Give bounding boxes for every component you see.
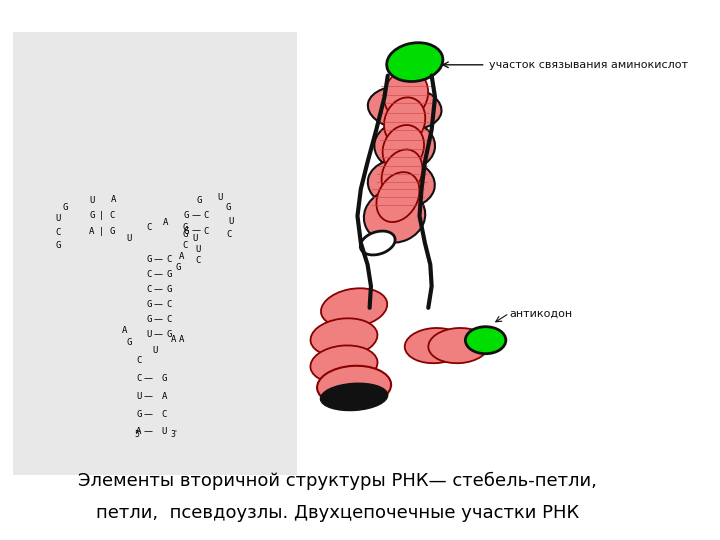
Text: G: G (162, 374, 167, 383)
Text: —: — (154, 330, 163, 339)
Text: C: C (136, 356, 142, 365)
Text: A: A (179, 335, 184, 344)
Text: U: U (55, 214, 60, 223)
Text: U: U (89, 197, 94, 205)
Ellipse shape (364, 189, 426, 243)
Text: G: G (146, 300, 152, 309)
Ellipse shape (387, 43, 443, 82)
Text: C: C (146, 224, 152, 232)
Text: C: C (162, 410, 167, 418)
Text: G: G (226, 204, 231, 212)
FancyBboxPatch shape (14, 32, 297, 475)
Text: —: — (191, 227, 200, 235)
Text: C: C (166, 315, 172, 324)
Text: A: A (179, 252, 184, 261)
Text: G: G (197, 197, 202, 205)
Text: |: | (99, 227, 103, 235)
Text: U: U (228, 217, 233, 226)
Text: G: G (146, 315, 152, 324)
Text: Элементы вторичной структуры РНК— стебель-петли,: Элементы вторичной структуры РНК— стебел… (78, 471, 597, 490)
Text: G: G (146, 255, 152, 264)
Text: C: C (146, 285, 152, 294)
Ellipse shape (368, 86, 441, 130)
Text: C: C (166, 255, 172, 264)
Text: —: — (154, 300, 163, 309)
Text: A: A (162, 392, 167, 401)
Text: —: — (154, 315, 163, 324)
Text: C: C (109, 212, 114, 220)
Text: —: — (154, 270, 163, 279)
Text: G: G (184, 227, 189, 235)
Text: U: U (196, 245, 201, 254)
Text: C: C (55, 228, 60, 237)
Text: C: C (204, 227, 209, 235)
Text: G: G (62, 204, 68, 212)
Text: C: C (226, 231, 231, 239)
Ellipse shape (320, 383, 387, 410)
Text: G: G (136, 410, 142, 418)
Text: 3': 3' (171, 430, 178, 439)
Ellipse shape (360, 231, 395, 255)
Text: —: — (144, 410, 153, 418)
Text: A: A (122, 326, 127, 335)
Ellipse shape (317, 366, 391, 407)
Text: C: C (182, 241, 187, 250)
Text: G: G (184, 212, 189, 220)
Text: G: G (182, 231, 187, 239)
Ellipse shape (382, 150, 423, 198)
Text: C: C (146, 270, 152, 279)
Ellipse shape (428, 328, 489, 363)
Text: G: G (166, 285, 172, 294)
Text: A: A (171, 335, 176, 344)
Text: G: G (109, 227, 114, 235)
Ellipse shape (310, 346, 377, 383)
Text: G: G (166, 270, 172, 279)
Text: G: G (89, 212, 94, 220)
Text: C: C (136, 374, 142, 383)
Text: —: — (144, 392, 153, 401)
Text: G: G (176, 263, 181, 272)
Text: A: A (163, 218, 168, 227)
Text: C: C (204, 212, 209, 220)
Ellipse shape (465, 327, 506, 354)
Text: участок связывания аминокислот: участок связывания аминокислот (489, 60, 688, 70)
Ellipse shape (368, 159, 435, 208)
Text: A: A (89, 227, 94, 235)
Text: |: | (99, 212, 103, 220)
Text: U: U (217, 193, 222, 201)
Ellipse shape (405, 328, 465, 363)
Text: A: A (112, 195, 117, 204)
Text: петли,  псевдоузлы. Двухцепочечные участки РНК: петли, псевдоузлы. Двухцепочечные участк… (96, 504, 579, 522)
Ellipse shape (382, 125, 424, 172)
Text: U: U (126, 234, 132, 243)
Text: G: G (55, 241, 60, 250)
Text: антикодон: антикодон (509, 308, 572, 318)
Text: G: G (182, 224, 187, 232)
Text: C: C (166, 300, 172, 309)
Text: 5': 5' (135, 430, 142, 439)
Text: C: C (196, 256, 201, 265)
Text: A: A (136, 428, 142, 436)
Text: —: — (154, 285, 163, 294)
Ellipse shape (310, 318, 377, 357)
Text: —: — (191, 212, 200, 220)
Text: —: — (154, 255, 163, 264)
Ellipse shape (384, 97, 426, 146)
Ellipse shape (321, 288, 387, 327)
Text: G: G (126, 339, 132, 347)
Text: U: U (162, 428, 167, 436)
Text: U: U (136, 392, 142, 401)
Text: U: U (192, 234, 197, 243)
Ellipse shape (384, 70, 428, 119)
Text: —: — (144, 374, 153, 383)
Text: U: U (146, 330, 152, 339)
Text: G: G (166, 330, 172, 339)
Text: U: U (153, 346, 158, 355)
Ellipse shape (374, 122, 435, 170)
Text: —: — (144, 428, 153, 436)
Ellipse shape (377, 172, 420, 222)
